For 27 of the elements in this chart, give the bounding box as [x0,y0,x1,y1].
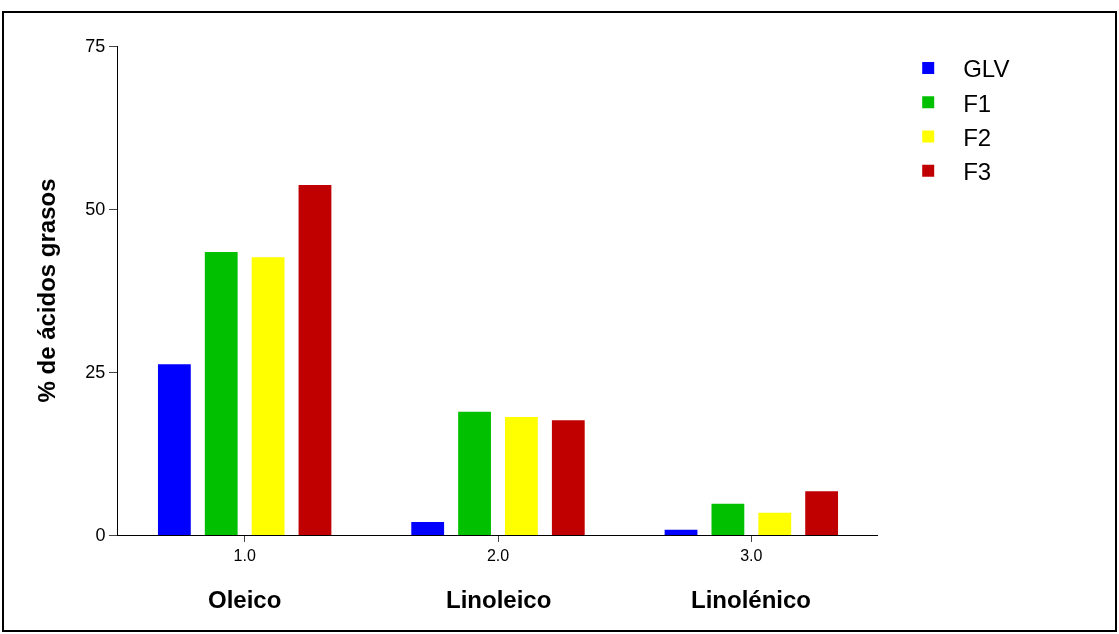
text: Linoleico [446,586,552,613]
bar [758,512,792,535]
x-tick-label: 1.0 [233,547,256,565]
bar [411,521,445,535]
x-tick-label: 2.0 [486,547,510,565]
bar [664,529,698,535]
bar [251,257,285,535]
bar [458,411,491,535]
x-tick-label: 3.0 [740,547,763,565]
y-tick-label: 0 [95,525,106,546]
text: Linolénico [691,586,811,613]
bar [298,184,332,535]
legend-label: F3 [963,158,992,186]
bar [551,420,585,535]
y-tick-label: 50 [85,199,106,220]
bar [204,252,238,535]
legend-label: F2 [963,123,992,151]
legend-label: GLV [963,55,1010,83]
y-tick-label: 25 [85,362,106,383]
bar [805,491,839,535]
bar [505,416,538,535]
legend-label: F1 [963,89,992,117]
y-tick-label: 75 [85,36,106,57]
y-axis-title: % de ácidos grasos [33,178,61,403]
bar [711,503,745,535]
bar [157,364,191,535]
text: Oleico [208,586,282,613]
